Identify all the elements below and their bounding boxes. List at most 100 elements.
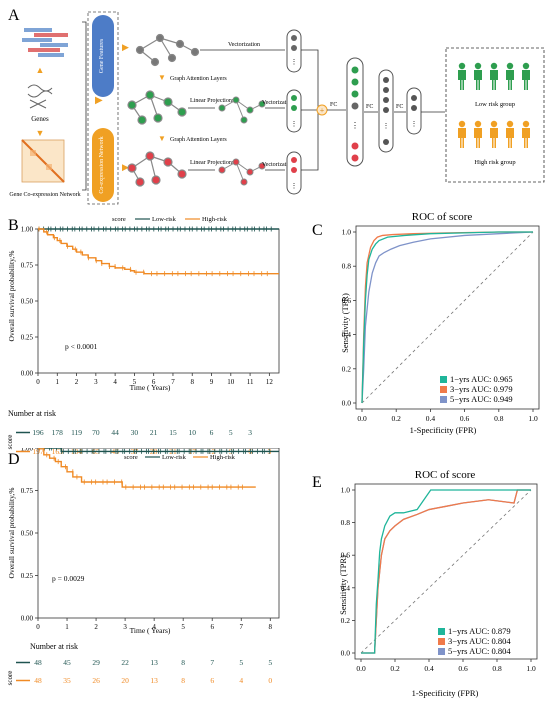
risk-count-low: 48 (34, 658, 42, 667)
svg-text:⋮: ⋮ (291, 182, 298, 190)
gat-label-2: Graph Attention Layers (170, 137, 227, 143)
fc-label-2: FC (366, 104, 373, 110)
fc-column-3: ⋮ (406, 87, 422, 135)
km-b-legend-title: score (112, 216, 126, 223)
km-curve-high (38, 228, 279, 275)
risk-count-high: 4 (239, 676, 243, 685)
x-tick-label: 0.6 (458, 664, 468, 673)
network-label: Gene Co-expression Network (9, 192, 80, 198)
x-tick-label: 0.0 (357, 414, 367, 423)
bracket (82, 21, 87, 191)
km-b-risk-title: Number at risk (8, 409, 56, 418)
x-tick-label: 1.0 (526, 664, 536, 673)
roc-curve-3 (361, 231, 534, 404)
risk-count-high: 35 (63, 676, 71, 685)
risk-count-high: 20 (121, 676, 129, 685)
x-tick-label: 1.0 (528, 414, 538, 423)
risk-count-high: 8 (181, 676, 185, 685)
graph-red-small (218, 158, 266, 186)
low-person-body-1 (474, 70, 482, 90)
gene-features-bar (92, 15, 114, 97)
x-tick-label: 11 (247, 378, 254, 386)
roc-plot-e: E ROC of score Sensitivity (TPR) 1-Speci… (312, 469, 538, 698)
panel-c-letter: C (312, 222, 323, 239)
linear-proj-label-1: Linear Projections (190, 98, 235, 104)
high-risk-label: High risk group (474, 159, 515, 166)
fc-column-1: ⋮ (346, 57, 364, 167)
x-tick-label: 7 (240, 623, 244, 631)
y-tick-label: 1.00 (21, 226, 34, 234)
risk-count-low: 21 (150, 428, 158, 437)
roc-c-ylabel: Sensitivity (TPR) (340, 293, 350, 353)
km-b-legend: score Low-risk High-risk (112, 216, 228, 223)
linear-proj-label-2: Linear Projections (190, 160, 235, 166)
vector-column-3: ⋮ (286, 151, 302, 195)
high-person-body-1 (474, 128, 482, 148)
low-person-head-2 (490, 62, 498, 70)
risk-count-low: 196 (32, 428, 44, 437)
x-tick-label: 1 (65, 623, 69, 631)
risk-count-low: 45 (63, 658, 71, 667)
vector-column-2: ⋮ (286, 89, 302, 133)
gat-arrow-2-icon: ▼ (158, 134, 166, 143)
right-arrow-icon: ▶ (95, 95, 103, 106)
roc-curve-1 (361, 231, 533, 404)
dna-icon (27, 84, 53, 109)
x-tick-label: 8 (269, 623, 273, 631)
y-tick-label: 0.50 (21, 530, 34, 538)
risk-count-low: 5 (229, 428, 233, 437)
risk-count-low: 15 (169, 428, 177, 437)
x-tick-label: 3 (123, 623, 127, 631)
x-tick-label: 5 (181, 623, 185, 631)
graph-red (127, 151, 187, 187)
km-b-risk-axis-label: score (6, 435, 14, 450)
risk-count-high: 6 (210, 676, 214, 685)
roc-e-xlabel: 1-Specificity (FPR) (412, 688, 479, 698)
risk-count-low: 7 (210, 658, 214, 667)
km-d-xlabel: Time ( Years) (130, 626, 171, 635)
y-tick-label: 0.0 (341, 649, 351, 658)
legend-label-2: 3−yrs AUC: 0.979 (450, 384, 513, 394)
km-d-risk-title: Number at risk (30, 642, 78, 651)
vector-column-1: ⋮ (286, 29, 302, 73)
concat-bracket (301, 49, 319, 171)
svg-text:⋮: ⋮ (291, 120, 298, 128)
legend-swatch-1 (438, 628, 445, 635)
risk-count-low: 178 (52, 428, 64, 437)
y-tick-label: 0.00 (21, 615, 34, 623)
risk-count-low: 10 (188, 428, 196, 437)
roc-c-title: ROC of score (412, 211, 473, 223)
fc-label-1: FC (330, 102, 337, 108)
panel-e-letter: E (312, 474, 322, 491)
graph-grey (135, 33, 200, 67)
roc-c-xlabel: 1-Specificity (FPR) (410, 425, 477, 435)
x-tick-label: 0.4 (426, 414, 436, 423)
km-plot-d: D score Low-risk High-risk Overall survi… (6, 448, 280, 685)
x-tick-label: 0.6 (460, 414, 470, 423)
low-person-head-4 (522, 62, 530, 70)
risk-count-low: 6 (210, 428, 214, 437)
y-tick-label: 0.6 (342, 296, 352, 305)
legend-label-3: 5−yrs AUC: 0.949 (450, 394, 513, 404)
km-plot-b: B score Low-risk High-risk Overall survi… (6, 216, 280, 456)
legend-label-3: 5−yrs AUC: 0.804 (448, 646, 511, 656)
fc-column-2: ⋮ (378, 69, 394, 153)
x-tick-label: 5 (133, 378, 137, 386)
y-tick-label: 0.25 (21, 334, 34, 342)
x-tick-label: 0.8 (494, 414, 504, 423)
genes-label: Genes (31, 115, 49, 123)
panel-a-diagram: A ▲ Genes ▼ Gene Co-expression Network ▶… (8, 7, 545, 205)
x-tick-label: 1 (56, 378, 60, 386)
km-d-pvalue: p = 0.0029 (52, 574, 85, 583)
high-person-body-3 (506, 128, 514, 148)
low-person-body-3 (506, 70, 514, 90)
x-tick-label: 0.2 (392, 414, 402, 423)
low-person-body-2 (490, 70, 498, 90)
legend-swatch-2 (440, 386, 447, 393)
km-d-legend-low: Low-risk (162, 454, 187, 461)
risk-count-low: 3 (248, 428, 252, 437)
panel-a-letter: A (8, 7, 20, 24)
svg-text:⋮: ⋮ (411, 120, 418, 128)
